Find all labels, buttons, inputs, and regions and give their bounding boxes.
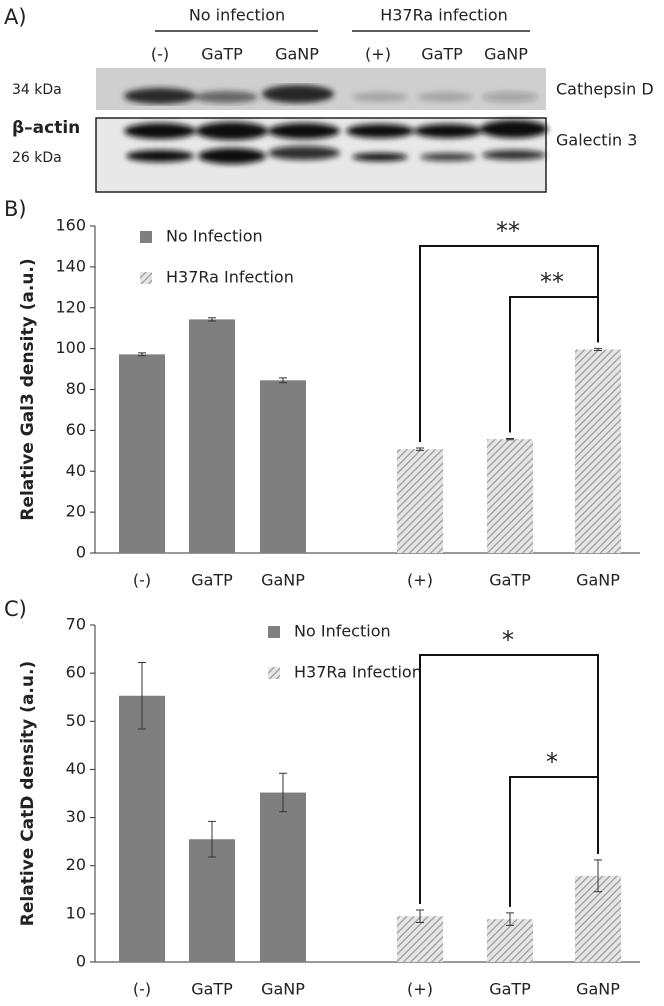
lane-label: GaNP bbox=[484, 45, 528, 64]
significance-bracket bbox=[509, 776, 599, 907]
y-tick-label: 80 bbox=[66, 379, 86, 398]
x-tick-label: (-) bbox=[133, 571, 151, 590]
lane-label: (-) bbox=[151, 45, 169, 64]
x-tick-label: (+) bbox=[407, 980, 433, 999]
x-tick-label: GaTP bbox=[489, 980, 531, 999]
blot-label: Galectin 3 bbox=[556, 131, 637, 150]
lane-label: GaTP bbox=[201, 45, 243, 64]
y-tick-label: 0 bbox=[76, 543, 86, 562]
bar bbox=[260, 792, 306, 962]
blot-image bbox=[95, 68, 548, 193]
y-tick-label: 30 bbox=[66, 807, 86, 826]
bar bbox=[189, 319, 235, 553]
y-tick-label: 20 bbox=[66, 502, 86, 521]
y-tick-label: 50 bbox=[66, 711, 86, 730]
y-tick-label: 0 bbox=[76, 952, 86, 971]
significance-label: * bbox=[502, 626, 514, 654]
y-tick-label: 40 bbox=[66, 461, 86, 480]
lane-label: (+) bbox=[365, 45, 391, 64]
bar bbox=[119, 354, 165, 553]
legend-label: H37Ra Infection bbox=[294, 663, 422, 682]
error-bar bbox=[138, 662, 146, 730]
legend-swatch bbox=[268, 626, 280, 638]
panel-label: B) bbox=[4, 197, 27, 221]
y-tick-label: 100 bbox=[55, 338, 86, 357]
x-tick-label: GaNP bbox=[576, 571, 620, 590]
blot-label: Cathepsin D bbox=[556, 80, 654, 99]
error-bar bbox=[279, 772, 287, 813]
bar bbox=[119, 695, 165, 962]
x-tick-label: GaTP bbox=[191, 980, 233, 999]
significance-label: * bbox=[546, 748, 558, 776]
lane-labels: (-) GaTP GaNP (+) GaTP GaNP bbox=[151, 45, 528, 64]
error-bar bbox=[594, 347, 602, 351]
bar bbox=[487, 919, 533, 962]
x-tick-label: GaNP bbox=[261, 571, 305, 590]
error-bar bbox=[594, 859, 602, 893]
error-bar bbox=[208, 820, 216, 858]
y-axis-title: Relative Gal3 density (a.u.) bbox=[18, 258, 38, 520]
y-tick-label: 60 bbox=[66, 420, 86, 439]
legend-label: No Infection bbox=[294, 622, 391, 641]
y-tick-label: 40 bbox=[66, 759, 86, 778]
significance-label: ** bbox=[496, 217, 520, 245]
error-bar bbox=[506, 912, 514, 926]
error-bar bbox=[506, 438, 514, 441]
x-tick-label: GaNP bbox=[576, 980, 620, 999]
significance-bracket bbox=[419, 245, 599, 442]
lane-label: GaNP bbox=[275, 45, 319, 64]
error-bar bbox=[416, 909, 424, 924]
y-tick-label: 20 bbox=[66, 855, 86, 874]
y-tick-label: 120 bbox=[55, 297, 86, 316]
legend-label: H37Ra Infection bbox=[166, 268, 294, 287]
lane-label: GaTP bbox=[421, 45, 463, 64]
blot-label: 26 kDa bbox=[12, 150, 62, 166]
bar bbox=[189, 839, 235, 962]
panel-label: C) bbox=[4, 597, 27, 621]
x-tick-label: (+) bbox=[407, 571, 433, 590]
panel-label: A) bbox=[4, 5, 27, 29]
y-tick-label: 140 bbox=[55, 256, 86, 275]
error-bar bbox=[138, 352, 146, 357]
group-label: No infection bbox=[189, 6, 285, 25]
blot-label: β–actin bbox=[12, 118, 80, 138]
y-tick-label: 70 bbox=[66, 615, 86, 634]
error-bar bbox=[208, 317, 216, 322]
error-bar bbox=[416, 447, 424, 451]
x-tick-label: (-) bbox=[133, 980, 151, 999]
y-axis-title: Relative CatD density (a.u.) bbox=[18, 661, 38, 926]
x-tick-label: GaNP bbox=[261, 980, 305, 999]
bar bbox=[260, 380, 306, 553]
bar bbox=[397, 916, 443, 962]
bar bbox=[397, 449, 443, 553]
y-tick-label: 10 bbox=[66, 903, 86, 922]
blot-label: 34 kDa bbox=[12, 82, 62, 98]
error-bar bbox=[279, 377, 287, 384]
bar bbox=[487, 439, 533, 553]
y-tick-label: 160 bbox=[55, 216, 86, 235]
group-label: H37Ra infection bbox=[380, 6, 508, 25]
bar bbox=[575, 349, 621, 553]
significance-bracket bbox=[419, 654, 599, 905]
legend-swatch bbox=[268, 667, 280, 679]
legend-swatch bbox=[140, 231, 152, 243]
legend-swatch bbox=[140, 272, 152, 284]
significance-bracket bbox=[509, 296, 599, 433]
x-tick-label: GaTP bbox=[191, 571, 233, 590]
y-tick-label: 60 bbox=[66, 663, 86, 682]
significance-label: ** bbox=[540, 268, 564, 296]
x-tick-label: GaTP bbox=[489, 571, 531, 590]
legend-label: No Infection bbox=[166, 227, 263, 246]
